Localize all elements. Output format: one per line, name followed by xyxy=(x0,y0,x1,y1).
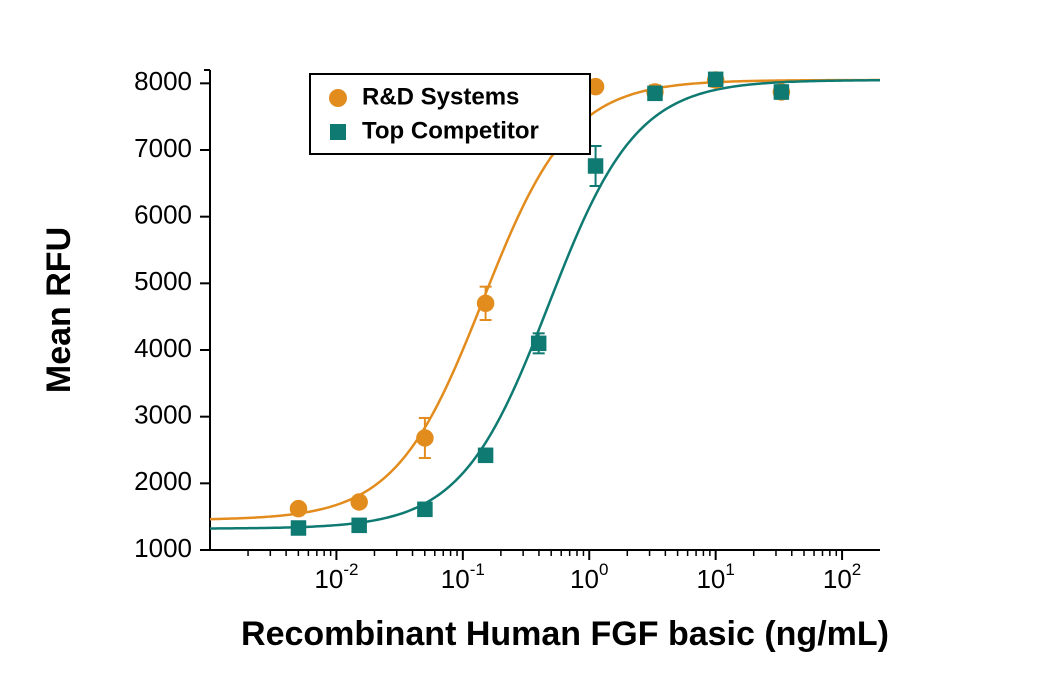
y-tick-label: 4000 xyxy=(134,333,192,363)
data-point-square xyxy=(352,518,366,532)
y-tick-label: 3000 xyxy=(134,400,192,430)
data-point-square xyxy=(648,86,662,100)
x-axis-label: Recombinant Human FGF basic (ng/mL) xyxy=(241,615,889,653)
data-point-circle xyxy=(478,295,494,311)
y-tick-label: 6000 xyxy=(134,200,192,230)
y-tick-label: 5000 xyxy=(134,266,192,296)
data-point-circle xyxy=(417,430,433,446)
y-axis-label: Mean RFU xyxy=(40,227,78,393)
data-point-square xyxy=(774,85,788,99)
y-tick-label: 1000 xyxy=(134,533,192,563)
legend-label: R&D Systems xyxy=(362,83,519,110)
data-point-circle xyxy=(290,501,306,517)
chart-container: 1000200030004000500060007000800010-210-1… xyxy=(0,0,1045,687)
data-point-square xyxy=(589,159,603,173)
data-point-square xyxy=(532,336,546,350)
data-point-square xyxy=(291,521,305,535)
data-point-square xyxy=(418,502,432,516)
y-tick-label: 8000 xyxy=(134,66,192,96)
legend-label: Top Competitor xyxy=(362,117,539,144)
legend-marker-square-icon xyxy=(330,124,346,140)
y-tick-label: 2000 xyxy=(134,466,192,496)
y-tick-label: 7000 xyxy=(134,133,192,163)
legend-marker-circle-icon xyxy=(329,89,347,107)
data-point-square xyxy=(709,72,723,86)
data-point-circle xyxy=(351,494,367,510)
data-point-square xyxy=(479,448,493,462)
dose-response-chart: 1000200030004000500060007000800010-210-1… xyxy=(0,0,1045,687)
